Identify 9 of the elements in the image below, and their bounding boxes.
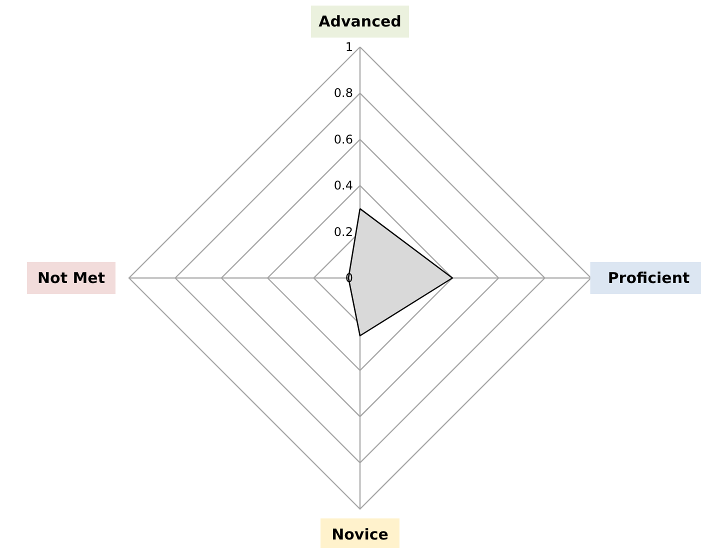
spoke-label: Proficient [608, 269, 690, 287]
y-tick-label: 0.6 [334, 132, 353, 146]
y-tick-label: 0.4 [334, 178, 353, 193]
spoke-label: Novice [332, 525, 388, 544]
y-tick-label: 0.8 [334, 86, 353, 100]
spoke-label: Not Met [37, 269, 106, 287]
spoke-label: Advanced [318, 12, 402, 31]
y-tick-label: 0.2 [334, 224, 353, 239]
y-tick-label: 1 [345, 40, 353, 54]
